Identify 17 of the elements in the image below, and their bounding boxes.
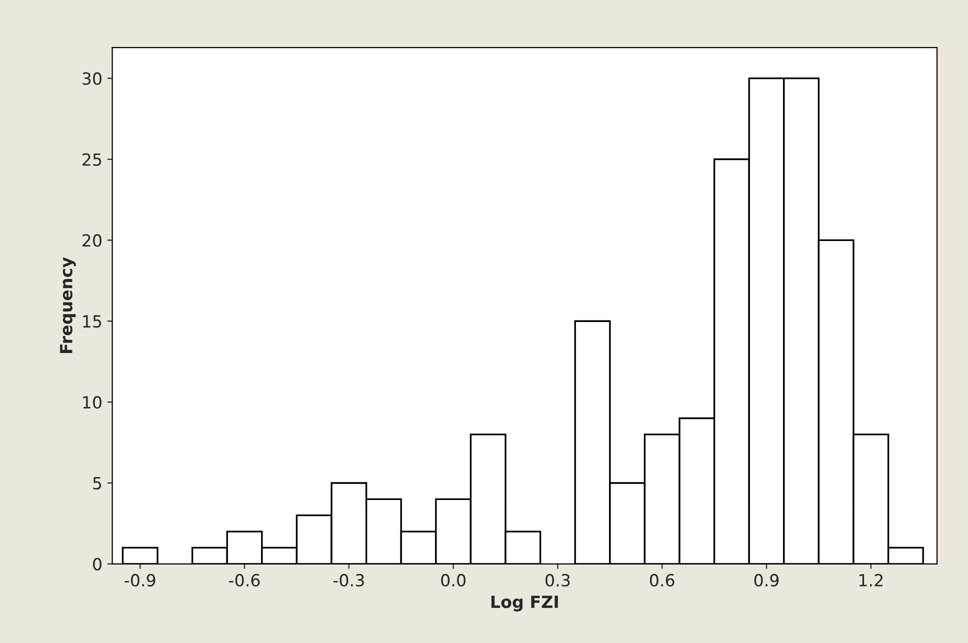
- y-tick-label: 0: [93, 558, 102, 570]
- x-tick-label: 0.9: [754, 574, 779, 587]
- y-tick-label: 25: [82, 153, 102, 166]
- y-tick-label: 15: [83, 315, 102, 328]
- x-tick-label: 0.6: [650, 574, 674, 587]
- y-tick-label: 5: [93, 477, 102, 490]
- x-tick-label: -0.6: [229, 574, 260, 587]
- x-tick-label: -0.3: [333, 574, 364, 587]
- x-axis-title: Log FZI: [491, 596, 558, 612]
- y-tick-label: 20: [82, 234, 102, 247]
- x-tick-label: 0.3: [546, 574, 570, 587]
- y-tick-label: 30: [82, 72, 102, 85]
- y-tick-label: 10: [83, 396, 102, 409]
- x-tick-label: -0.9: [124, 574, 156, 587]
- y-axis-title: Frequency: [60, 257, 76, 353]
- x-tick-label: 0.0: [441, 574, 466, 587]
- x-tick-label: 1.2: [859, 574, 882, 586]
